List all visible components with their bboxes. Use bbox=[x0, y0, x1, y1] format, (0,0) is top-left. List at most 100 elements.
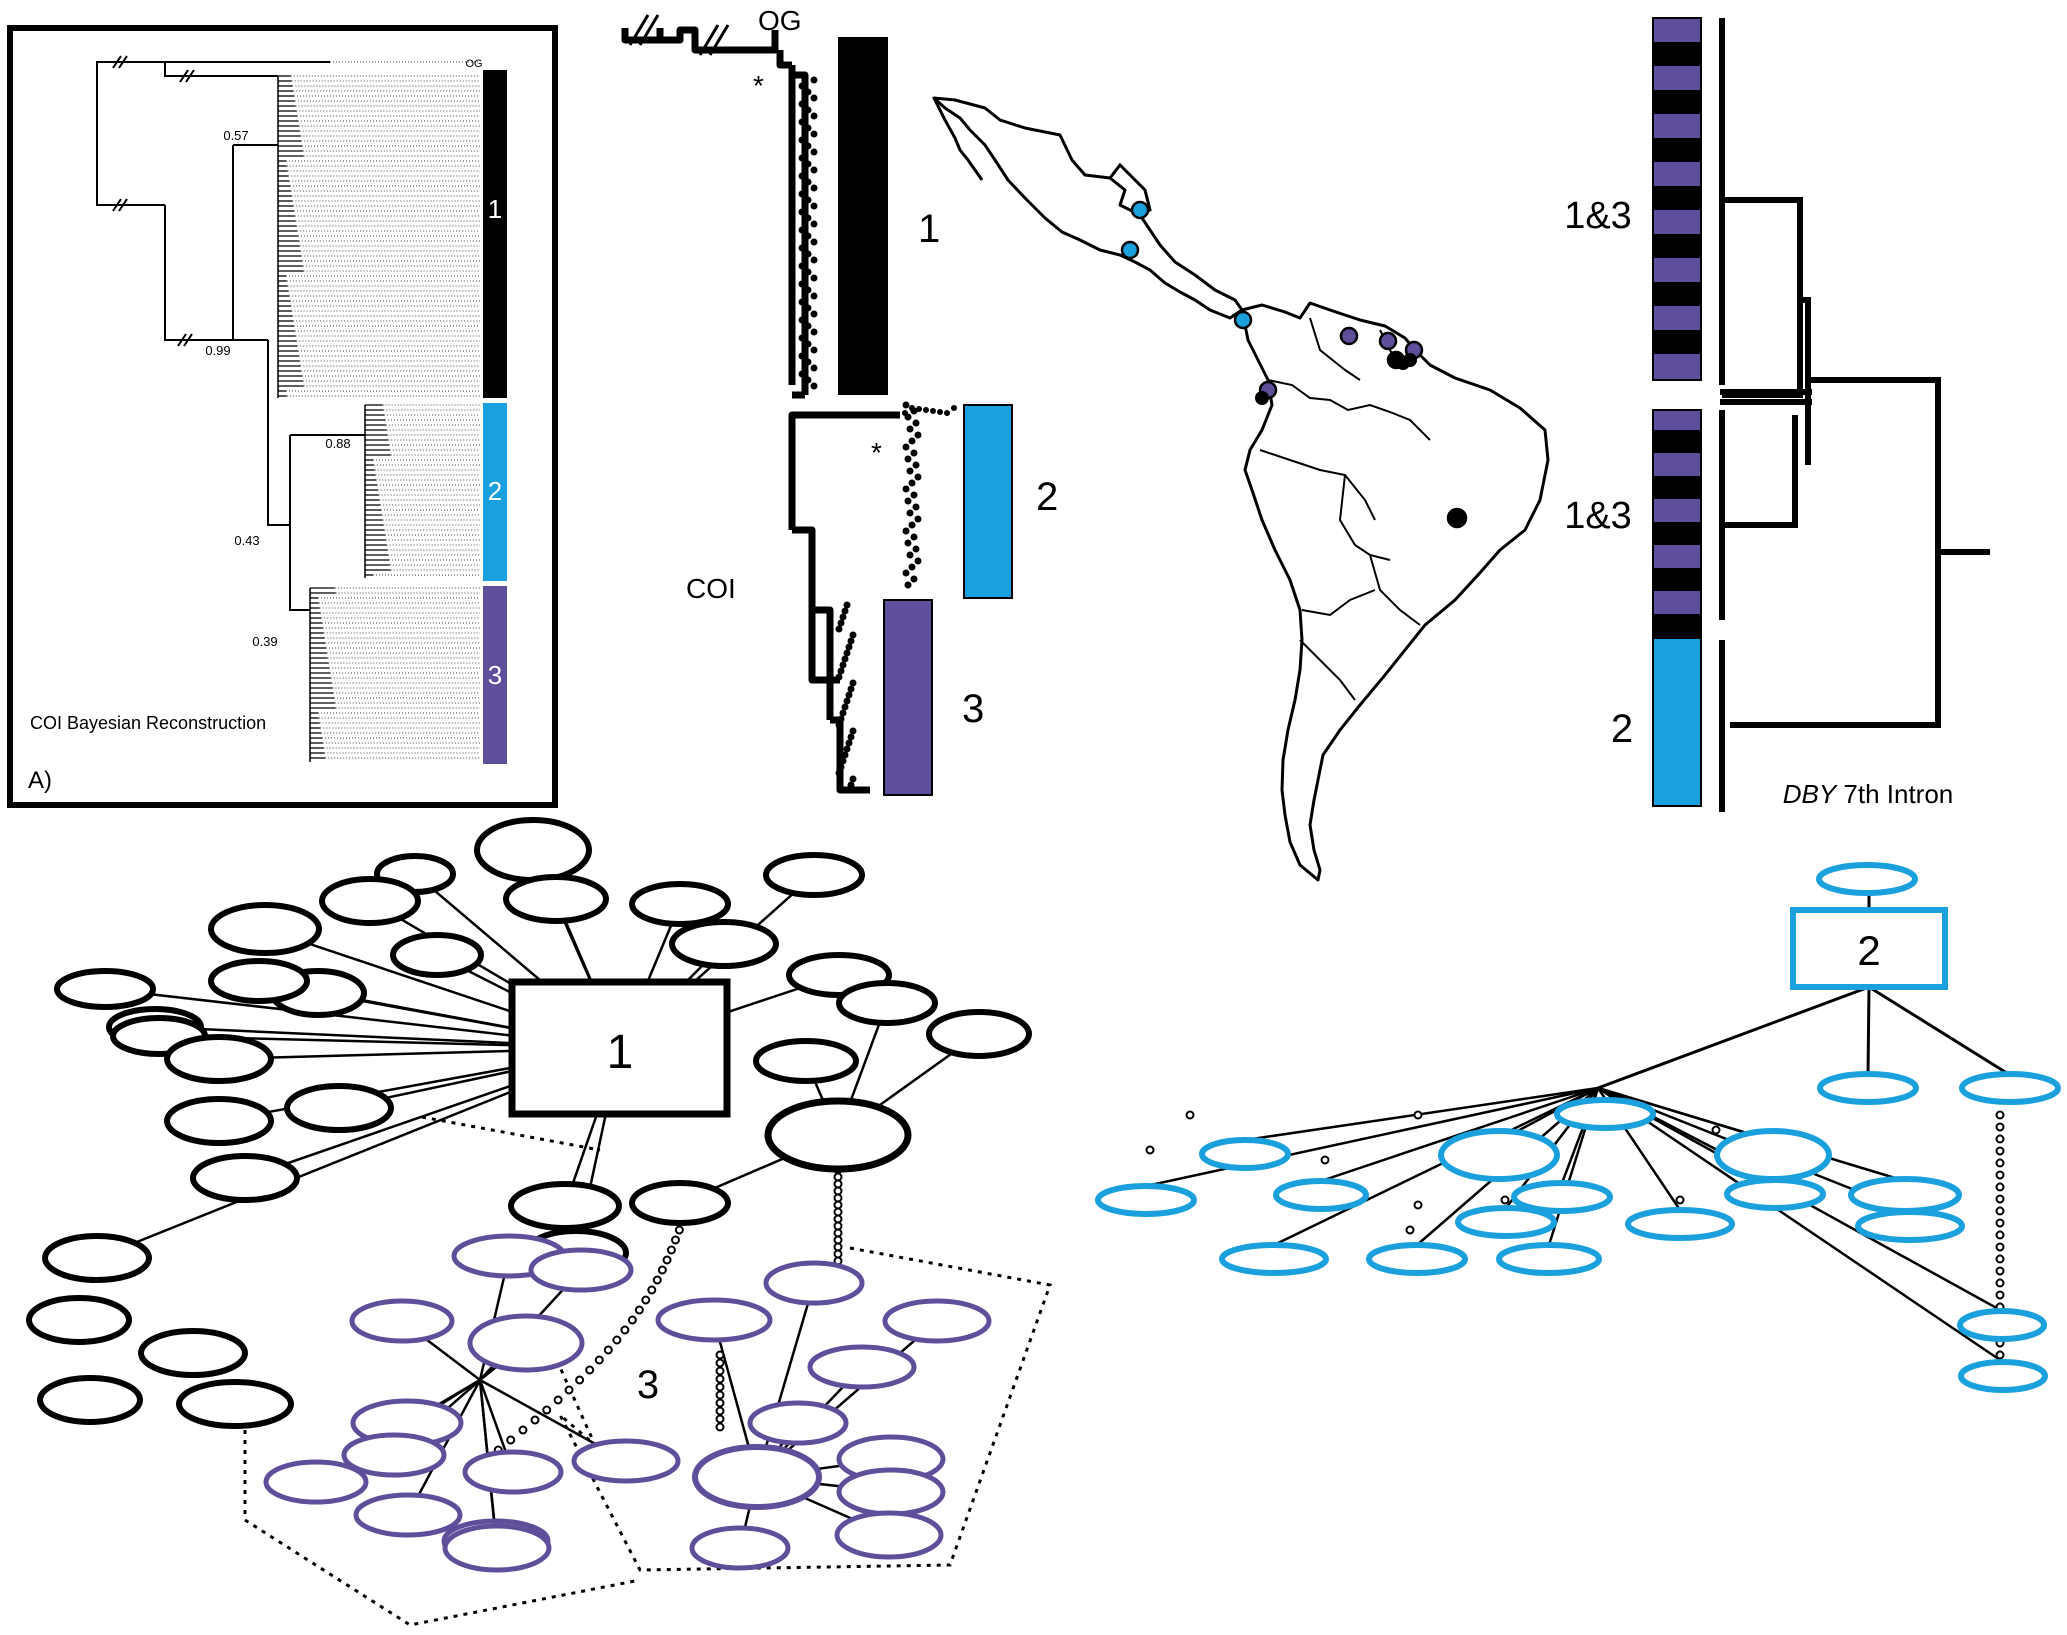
sample-site-clade-3 bbox=[1339, 326, 1359, 346]
coi-tip-dot bbox=[798, 208, 806, 216]
coi-tip-dot bbox=[904, 455, 912, 463]
haplotype-node-clade-3 bbox=[571, 1438, 681, 1484]
network-link bbox=[1145, 1086, 1599, 1188]
coi-tip-dot bbox=[804, 358, 812, 366]
coi-tip-dot bbox=[847, 685, 855, 693]
haplotype-network-2: 2 bbox=[1095, 862, 2061, 1393]
haplotype-node-hub bbox=[764, 1097, 912, 1173]
coi-tip-dot bbox=[843, 649, 851, 657]
coi-tip-dot bbox=[845, 739, 853, 747]
country-borders bbox=[1259, 317, 1431, 701]
clade-1-stripe bbox=[1653, 330, 1701, 354]
posterior-value: 0.43 bbox=[234, 533, 259, 548]
coi-tip-dot bbox=[804, 250, 812, 258]
mutation-step bbox=[641, 1295, 651, 1305]
coi-tip-dot bbox=[847, 781, 855, 789]
mutation-step bbox=[1995, 1290, 2005, 1300]
coi-tip-dot bbox=[906, 509, 914, 517]
coi-tip-dot bbox=[810, 328, 818, 336]
coi-clade-3-label: 3 bbox=[962, 687, 984, 731]
coi-tip-dot bbox=[810, 148, 818, 156]
haplotype-node-clade-2 bbox=[1724, 1177, 1826, 1211]
network-1-3-haplotypes bbox=[26, 817, 1032, 1573]
clade-1-stripe bbox=[1653, 234, 1701, 258]
coi-tip-dot bbox=[914, 431, 922, 439]
coi-tip-dot bbox=[804, 124, 812, 132]
coi-tip-dot bbox=[798, 154, 806, 162]
coi-tip-dot bbox=[914, 473, 922, 481]
mutation-step bbox=[715, 1406, 725, 1416]
coi-tip-dot bbox=[849, 727, 857, 735]
mutation-step bbox=[1185, 1110, 1195, 1120]
clade-1-stripe bbox=[1653, 90, 1701, 114]
coi-tip-dot bbox=[798, 334, 806, 342]
coi-tip-dot bbox=[908, 521, 916, 529]
mutation-step bbox=[612, 1335, 622, 1345]
coi-break-marks bbox=[628, 14, 730, 56]
coi-tip-dot bbox=[843, 697, 851, 705]
sample-site-clade-1 bbox=[1403, 353, 1417, 367]
mutation-step bbox=[833, 1242, 843, 1252]
haplotype-node-clade-1 bbox=[836, 980, 938, 1026]
mutation-step bbox=[715, 1382, 725, 1392]
coi-tip-dot bbox=[798, 82, 806, 90]
haplotype-node-clade-3 bbox=[462, 1449, 564, 1495]
haplotype-node-clade-1 bbox=[54, 968, 156, 1010]
mutation-step bbox=[833, 1228, 843, 1238]
network-2-haplotypes bbox=[1095, 862, 2061, 1393]
coi-tip-dot bbox=[906, 551, 914, 559]
haplotype-node-clade-3 bbox=[655, 1297, 773, 1343]
coi-tip-dot bbox=[798, 118, 806, 126]
mutation-step bbox=[715, 1398, 725, 1408]
coi-tip-dot bbox=[804, 286, 812, 294]
mutation-step bbox=[1995, 1266, 2005, 1276]
haplotype-node-clade-2 bbox=[1625, 1207, 1735, 1241]
coi-tip-dot bbox=[798, 172, 806, 180]
coi-tip-dot bbox=[847, 637, 855, 645]
mutation-step bbox=[647, 1285, 657, 1295]
clade-3-label: 3 bbox=[488, 660, 502, 690]
coi-tip-dot bbox=[845, 691, 853, 699]
coi-tip-dot bbox=[798, 352, 806, 360]
coi-tip-dot bbox=[944, 410, 950, 416]
coi-tip-dot bbox=[843, 601, 851, 609]
mutation-step bbox=[715, 1350, 725, 1360]
haplotype-node-clade-1 bbox=[176, 1379, 294, 1429]
dby-bar-stripes bbox=[1653, 42, 1701, 637]
coi-tip-dot bbox=[902, 485, 910, 493]
coi-tip-dot bbox=[908, 563, 916, 571]
mutation-step bbox=[553, 1395, 563, 1405]
haplotype-node-clade-3 bbox=[882, 1298, 992, 1344]
coi-tip-dot bbox=[835, 769, 843, 777]
coi-tip-dot bbox=[835, 625, 843, 633]
haplotype-node-clade-1 bbox=[138, 1328, 248, 1378]
mutation-step bbox=[833, 1221, 843, 1231]
haplotype-node-clade-1 bbox=[629, 881, 731, 927]
mutation-step bbox=[564, 1385, 574, 1395]
haplogroup-1-label: 1 bbox=[607, 1026, 634, 1079]
network-link bbox=[1866, 986, 1871, 1076]
coi-tip-dot bbox=[810, 274, 818, 282]
coi-tip-dot bbox=[798, 262, 806, 270]
coi-tip-dot bbox=[906, 425, 914, 433]
network-link bbox=[1273, 1086, 1599, 1247]
coi-tip-dot bbox=[839, 709, 847, 717]
mutation-step bbox=[1995, 1182, 2005, 1192]
coi-tip-dot bbox=[810, 112, 818, 120]
bayesian-tree-backbone bbox=[96, 61, 365, 611]
haplotype-node-clade-2 bbox=[1958, 1359, 2048, 1393]
mutation-step bbox=[634, 1305, 644, 1315]
dby-bar-2 bbox=[1652, 637, 1702, 807]
coi-tip-dot bbox=[804, 142, 812, 150]
outgroup-label: OG bbox=[465, 58, 482, 70]
haplogroup-3-label: 3 bbox=[637, 1363, 659, 1407]
support-mark: * bbox=[871, 437, 882, 468]
mutation-step bbox=[833, 1172, 843, 1182]
coi-outgroup-label: OG bbox=[758, 5, 802, 36]
coi-tip-dot bbox=[902, 401, 910, 409]
clade-1-stripe bbox=[1653, 476, 1701, 499]
haplotype-node-clade-1 bbox=[37, 1375, 143, 1425]
coi-tip-dot bbox=[910, 575, 918, 583]
coi-tip-dot bbox=[930, 408, 936, 414]
haplotype-node-clade-3 bbox=[263, 1459, 369, 1505]
